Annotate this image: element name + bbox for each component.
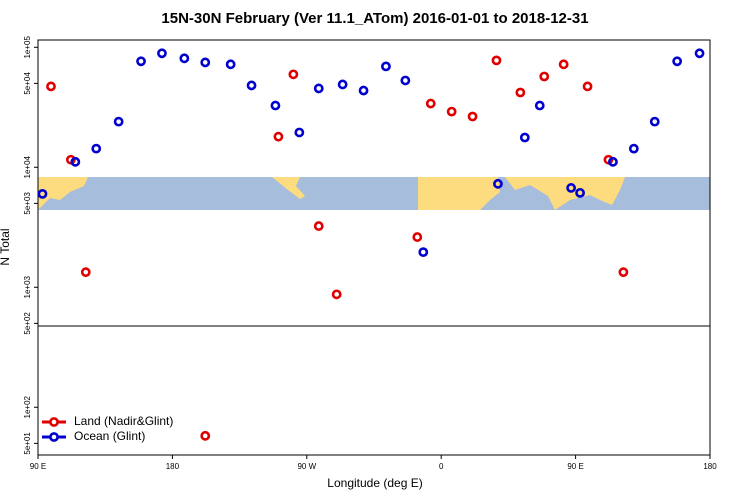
point [200,430,211,441]
point [491,55,502,66]
point [425,98,436,109]
point [331,289,342,300]
y-tick-label: 1e+04 [23,155,32,178]
point [493,178,503,189]
legend-marker [49,432,59,442]
point [246,80,257,91]
point [157,48,167,59]
y-tick-label: 1e+02 [23,395,32,418]
point [46,81,56,92]
point [113,116,124,127]
point [558,59,569,70]
point [628,143,639,154]
point [80,267,91,278]
y-axis-label: N Total [0,228,12,265]
land-area [38,177,88,210]
point [418,247,429,258]
x-tick-label: 180 [166,462,180,471]
point [136,56,146,67]
plot-frame [37,39,711,456]
point [313,83,324,94]
legend-marker [49,417,59,427]
point [200,57,211,68]
world-map-strip [38,177,710,210]
point [288,69,299,80]
point [649,116,660,127]
y-tick-label: 5e+03 [23,192,32,215]
y-tick-label: 5e+04 [23,72,32,95]
point [694,48,705,59]
point [381,61,391,72]
point [672,56,683,67]
point [608,156,618,167]
point [70,156,81,167]
chart-title: 15N-30N February (Ver 11.1_ATom) 2016-01… [161,10,588,27]
point [358,85,369,96]
legend-label: Land (Nadir&Glint) [74,414,173,428]
point [575,187,585,198]
point [618,267,629,278]
x-tick-label: 90 E [567,462,583,471]
point [179,53,190,64]
land-area [272,177,305,199]
land-area [505,177,625,210]
x-axis-label: Longitude (deg E) [327,476,422,490]
x-tick-label: 0 [439,462,444,471]
point [400,75,411,86]
point [582,81,593,92]
point [270,100,281,111]
point [273,131,284,142]
legend-label: Ocean (Glint) [74,429,145,443]
point [294,127,305,138]
y-tick-label: 1e+05 [23,35,32,58]
point [225,59,236,70]
point [313,221,324,231]
point [566,183,577,193]
point [412,232,423,242]
x-tick-label: 180 [703,462,717,471]
point [467,111,478,122]
point [37,188,48,199]
x-tick-label: 90 W [297,462,316,471]
point [337,79,348,90]
point [91,143,102,154]
y-tick-label: 5e+02 [23,312,32,335]
point [515,87,526,98]
point [534,100,545,111]
y-tick-label: 5e+01 [23,432,32,455]
land-area [418,177,500,210]
y-tick-label: 1e+03 [23,275,32,298]
point [539,71,550,82]
x-tick-label: 90 E [30,462,46,471]
point [519,132,530,143]
point [446,106,457,117]
